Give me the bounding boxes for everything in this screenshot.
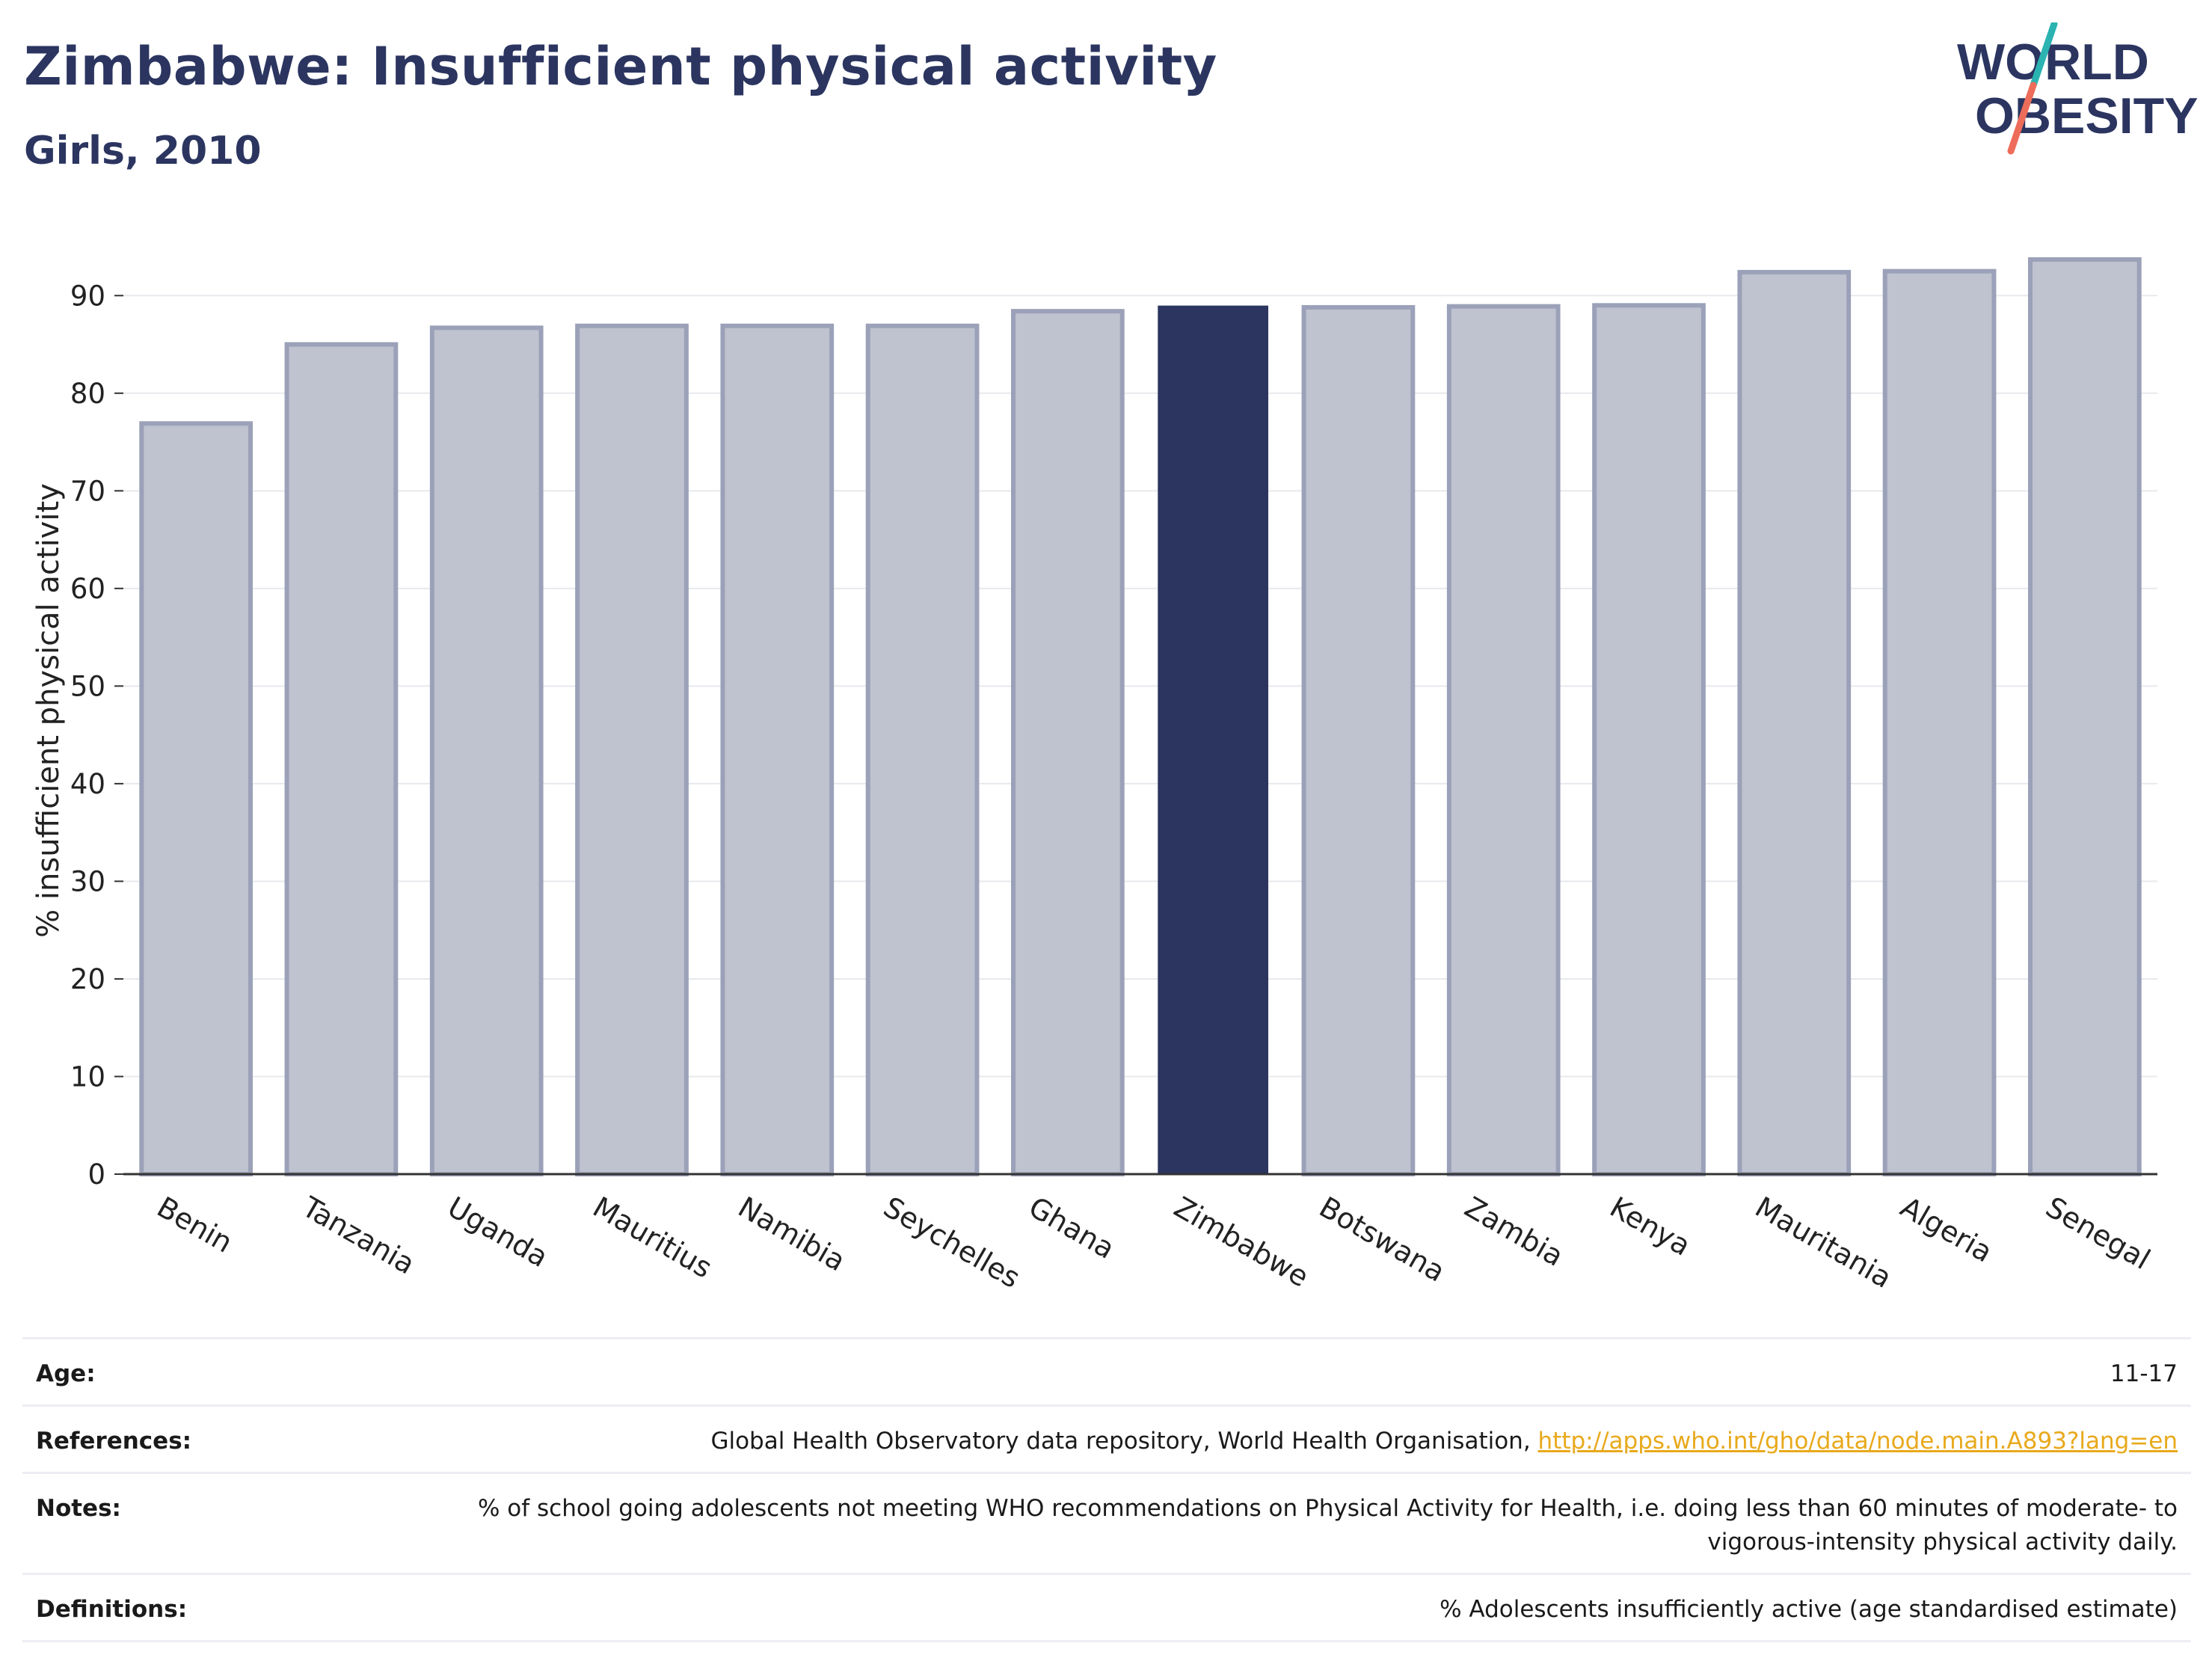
bar	[284, 342, 399, 1176]
bar	[865, 323, 980, 1176]
metadata-value-text: 11-17	[2110, 1360, 2178, 1387]
y-tick-label: 30	[70, 865, 105, 897]
metadata-table: Age: 11-17 References: Global Health Observ…	[22, 1337, 2191, 1642]
y-tick-label: 0	[87, 1158, 105, 1191]
bar	[575, 323, 689, 1176]
bar	[1011, 309, 1125, 1177]
metadata-key: References:	[36, 1427, 192, 1455]
bar	[1882, 268, 1997, 1176]
y-tick-label: 40	[70, 768, 105, 800]
x-axis-labels: Benin Tanzania Uganda Mauritius Namibia Seych…	[152, 1190, 2156, 1295]
y-tick-label: 70	[70, 475, 105, 507]
bar	[720, 323, 835, 1176]
y-axis-ticks: 0 10 20 30 40 50 60 70 80 90	[70, 280, 123, 1191]
y-tick-label: 10	[70, 1060, 105, 1093]
metadata-key: Age:	[36, 1360, 96, 1387]
x-tick-label: Ghana	[1023, 1191, 1120, 1265]
y-tick-label: 80	[70, 378, 105, 410]
x-tick-label: Mauritius	[588, 1191, 718, 1285]
logo-word-world: WORLD	[1957, 34, 2149, 90]
x-tick-label: Seychelles	[878, 1191, 1025, 1295]
metadata-key: Definitions:	[36, 1595, 188, 1623]
metadata-row: References: Global Health Observatory dat…	[22, 1405, 2191, 1473]
bar	[2028, 257, 2142, 1177]
y-tick-label: 60	[70, 573, 105, 605]
x-tick-label: Benin	[152, 1191, 239, 1259]
logo-slash-coral	[2007, 82, 2037, 155]
bar	[429, 325, 544, 1177]
chart-subtitle: Girls, 2010	[24, 129, 262, 174]
logo-word-obesity: OBESITY	[1975, 87, 2199, 144]
x-tick-label: Mauritania	[1750, 1191, 1897, 1295]
metadata-value-text: % of school going adolescents not meetin…	[477, 1494, 2178, 1556]
world-obesity-logo: WORLD OBESITY	[1957, 22, 2199, 155]
bar	[1446, 304, 1561, 1176]
metadata-value: % Adolescents insufficiently active (age…	[363, 1573, 2191, 1641]
metadata-value-text: % Adolescents insufficiently active (age…	[1440, 1595, 2178, 1623]
chart-title: Zimbabwe: Insufficient physical activity	[24, 36, 1217, 97]
bar-highlighted	[1158, 305, 1269, 1175]
bar-chart: 0 10 20 30 40 50 60 70 80 90 Benin Tanzania Uganda M…	[31, 257, 2157, 1295]
y-axis-title: % insufficient physical activity	[31, 483, 66, 938]
bars	[139, 257, 2142, 1177]
x-tick-label: Senegal	[2040, 1191, 2155, 1277]
x-tick-label: Zimbabwe	[1169, 1191, 1315, 1294]
x-tick-label: Uganda	[442, 1191, 553, 1274]
gridlines	[123, 295, 2157, 1078]
y-tick-label: 50	[70, 670, 105, 702]
y-tick-label: 90	[70, 280, 105, 312]
x-tick-label: Tanzania	[296, 1190, 420, 1280]
metadata-value: % of school going adolescents not meetin…	[363, 1473, 2191, 1573]
y-tick-label: 20	[70, 963, 105, 995]
bar	[1301, 304, 1416, 1177]
x-tick-label: Kenya	[1605, 1191, 1697, 1262]
x-tick-label: Zambia	[1459, 1191, 1569, 1273]
x-tick-label: Namibia	[733, 1191, 851, 1278]
metadata-key: Notes:	[36, 1494, 121, 1522]
metadata-value: Global Health Observatory data repositor…	[363, 1405, 2191, 1473]
bar	[1737, 269, 1852, 1176]
metadata-value-text: Global Health Observatory data repositor…	[710, 1427, 1538, 1455]
x-tick-label: Botswana	[1314, 1191, 1451, 1289]
bar	[139, 421, 253, 1176]
logo-slash-teal	[2030, 22, 2058, 89]
bar	[1592, 303, 1706, 1176]
reference-link[interactable]: http://apps.who.int/gho/data/node.main.A…	[1537, 1427, 2178, 1455]
x-tick-label: Algeria	[1895, 1191, 1998, 1269]
metadata-row: Age: 11-17	[22, 1338, 2191, 1406]
metadata-value: 11-17	[363, 1339, 2191, 1406]
metadata-row: Notes: % of school going adolescents not …	[22, 1473, 2191, 1574]
metadata-row: Definitions: % Adolescents insufficiently…	[22, 1573, 2191, 1642]
